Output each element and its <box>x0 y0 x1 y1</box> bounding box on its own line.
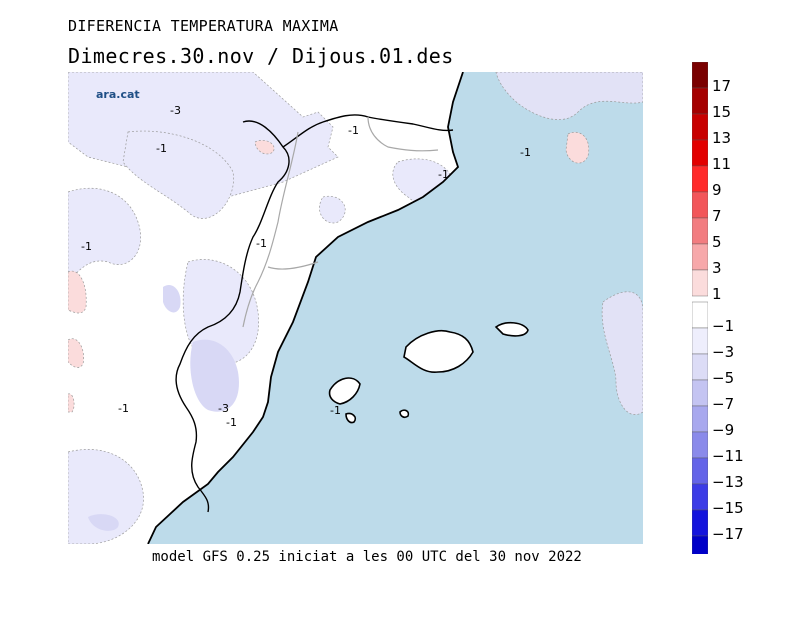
legend-label: −13 <box>712 473 744 491</box>
island-ibiza <box>328 377 361 405</box>
legend-swatch <box>692 509 708 537</box>
island-mallorca <box>403 330 474 373</box>
legend-swatch <box>692 191 708 219</box>
legend-label: 13 <box>712 129 732 147</box>
legend-swatch <box>692 113 708 141</box>
legend-swatch <box>692 87 708 115</box>
contour-label: -1 <box>81 240 92 253</box>
legend-swatch <box>692 165 708 193</box>
legend-label: 11 <box>712 155 732 173</box>
color-scale-legend <box>692 62 708 554</box>
contour-label: -1 <box>226 416 237 429</box>
ara-cat-logo: ara.cat <box>96 88 140 101</box>
island-menorca <box>494 321 529 337</box>
coastline <box>147 72 464 544</box>
contour-label: -1 <box>438 168 449 181</box>
legend-swatch <box>692 139 708 167</box>
legend-swatch <box>692 457 708 485</box>
minus1-areas <box>68 72 643 544</box>
contour-label: -1 <box>348 124 359 137</box>
legend-label: −1 <box>712 317 735 335</box>
legend-label: 9 <box>712 181 722 199</box>
legend-swatch <box>692 353 708 381</box>
legend-label: −3 <box>712 343 735 361</box>
national-border <box>175 120 290 513</box>
legend-swatch <box>692 243 708 271</box>
legend-swatch <box>692 431 708 459</box>
minus3-areas <box>88 284 239 531</box>
island-cabrera <box>399 409 410 419</box>
contour-labels: -3 -1 -1 -1 -1 -1 -1 -1 -3 -1 -1 <box>81 104 531 429</box>
legend-label: −17 <box>712 525 744 543</box>
sea-plus1-patch <box>565 132 590 164</box>
contour-label: -1 <box>256 237 267 250</box>
legend-swatch <box>692 379 708 407</box>
regional-border <box>242 116 439 328</box>
legend-label: −15 <box>712 499 744 517</box>
legend-label: 17 <box>712 77 732 95</box>
legend-label: −9 <box>712 421 735 439</box>
legend-swatch <box>692 483 708 511</box>
legend-label: 1 <box>712 285 722 303</box>
legend-swatch <box>692 62 708 89</box>
legend-swatch <box>692 535 708 554</box>
legend-swatch <box>692 327 708 355</box>
date-range-subtitle: Dimecres.30.nov / Dijous.01.des <box>68 44 454 68</box>
sea-minus1-areas <box>495 72 643 415</box>
island-formentera <box>345 412 357 424</box>
legend-swatch <box>692 217 708 245</box>
contour-label: -3 <box>170 104 181 117</box>
contour-label: -3 <box>218 402 229 415</box>
legend-label: 3 <box>712 259 722 277</box>
legend-swatch <box>692 301 708 329</box>
contour-label: -1 <box>118 402 129 415</box>
sea-area <box>148 72 643 544</box>
legend-label: −7 <box>712 395 735 413</box>
legend-swatch <box>692 269 708 297</box>
contour-label: -1 <box>156 142 167 155</box>
legend-label: 15 <box>712 103 732 121</box>
balearic-islands <box>328 321 529 424</box>
chart-title: DIFERENCIA TEMPERATURA MAXIMA <box>68 17 339 35</box>
temperature-difference-map: -3 -1 -1 -1 -1 -1 -1 -1 -3 -1 -1 ara.cat <box>68 72 643 544</box>
legend-swatch <box>692 405 708 433</box>
legend-label: −5 <box>712 369 735 387</box>
legend-label: 7 <box>712 207 722 225</box>
contour-label: -1 <box>330 404 341 417</box>
model-run-caption: model GFS 0.25 iniciat a les 00 UTC del … <box>152 549 582 565</box>
legend-label: 5 <box>712 233 722 251</box>
contour-label: -1 <box>520 146 531 159</box>
legend-label: −11 <box>712 447 744 465</box>
